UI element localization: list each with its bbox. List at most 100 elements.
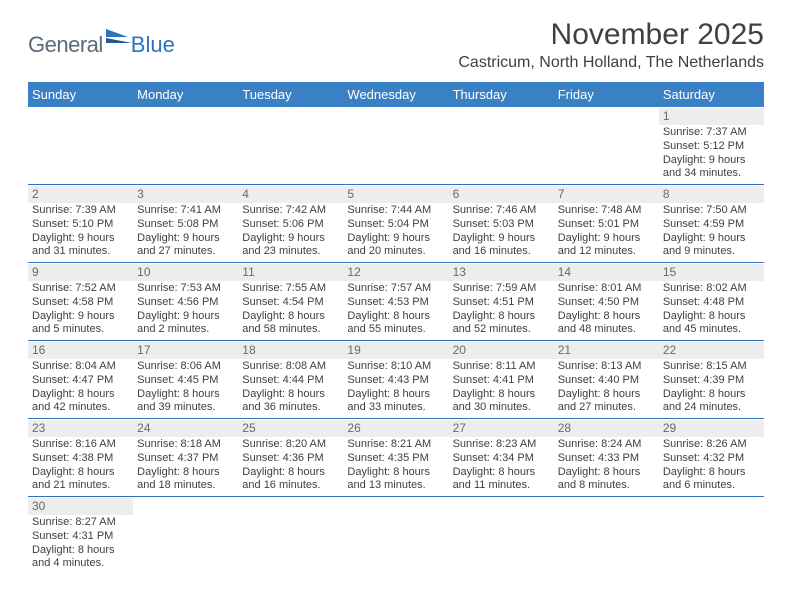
day-number: 25 bbox=[238, 420, 343, 437]
daylight-text: and 12 minutes. bbox=[558, 245, 655, 259]
daylight-text: and 55 minutes. bbox=[347, 323, 444, 337]
daylight-text: and 52 minutes. bbox=[453, 323, 550, 337]
day-cell: 28Sunrise: 8:24 AMSunset: 4:33 PMDayligh… bbox=[554, 419, 659, 496]
sunset-text: Sunset: 5:03 PM bbox=[453, 218, 550, 232]
day-cell bbox=[28, 107, 133, 184]
day-cell bbox=[449, 497, 554, 574]
day-cell bbox=[343, 107, 448, 184]
daylight-text: and 4 minutes. bbox=[32, 557, 129, 571]
week-row: 16Sunrise: 8:04 AMSunset: 4:47 PMDayligh… bbox=[28, 341, 764, 419]
day-cell: 8Sunrise: 7:50 AMSunset: 4:59 PMDaylight… bbox=[659, 185, 764, 262]
week-row: 30Sunrise: 8:27 AMSunset: 4:31 PMDayligh… bbox=[28, 497, 764, 574]
daylight-text: and 24 minutes. bbox=[663, 401, 760, 415]
daylight-text: and 18 minutes. bbox=[137, 479, 234, 493]
sunset-text: Sunset: 4:35 PM bbox=[347, 452, 444, 466]
day-cell: 10Sunrise: 7:53 AMSunset: 4:56 PMDayligh… bbox=[133, 263, 238, 340]
daylight-text: Daylight: 8 hours bbox=[347, 388, 444, 402]
daylight-text: Daylight: 8 hours bbox=[453, 466, 550, 480]
day-cell: 14Sunrise: 8:01 AMSunset: 4:50 PMDayligh… bbox=[554, 263, 659, 340]
daylight-text: and 30 minutes. bbox=[453, 401, 550, 415]
sunrise-text: Sunrise: 7:52 AM bbox=[32, 282, 129, 296]
day-cell: 21Sunrise: 8:13 AMSunset: 4:40 PMDayligh… bbox=[554, 341, 659, 418]
day-number: 29 bbox=[659, 420, 764, 437]
weekday-label: Sunday bbox=[28, 82, 133, 107]
daylight-text: Daylight: 9 hours bbox=[663, 232, 760, 246]
day-number: 11 bbox=[238, 264, 343, 281]
sunrise-text: Sunrise: 7:57 AM bbox=[347, 282, 444, 296]
sunset-text: Sunset: 4:39 PM bbox=[663, 374, 760, 388]
daylight-text: Daylight: 8 hours bbox=[242, 388, 339, 402]
day-cell: 25Sunrise: 8:20 AMSunset: 4:36 PMDayligh… bbox=[238, 419, 343, 496]
sunrise-text: Sunrise: 7:53 AM bbox=[137, 282, 234, 296]
day-cell bbox=[133, 497, 238, 574]
day-number: 30 bbox=[28, 498, 133, 515]
weeks-container: 1Sunrise: 7:37 AMSunset: 5:12 PMDaylight… bbox=[28, 107, 764, 574]
sunset-text: Sunset: 5:12 PM bbox=[663, 140, 760, 154]
calendar: Sunday Monday Tuesday Wednesday Thursday… bbox=[28, 82, 764, 574]
sunrise-text: Sunrise: 8:02 AM bbox=[663, 282, 760, 296]
week-row: 9Sunrise: 7:52 AMSunset: 4:58 PMDaylight… bbox=[28, 263, 764, 341]
sunrise-text: Sunrise: 8:15 AM bbox=[663, 360, 760, 374]
title-block: November 2025 Castricum, North Holland, … bbox=[458, 18, 764, 72]
daylight-text: and 16 minutes. bbox=[453, 245, 550, 259]
day-number: 26 bbox=[343, 420, 448, 437]
sunset-text: Sunset: 4:58 PM bbox=[32, 296, 129, 310]
sunrise-text: Sunrise: 7:50 AM bbox=[663, 204, 760, 218]
sunset-text: Sunset: 5:01 PM bbox=[558, 218, 655, 232]
daylight-text: Daylight: 8 hours bbox=[32, 544, 129, 558]
daylight-text: Daylight: 8 hours bbox=[347, 310, 444, 324]
daylight-text: Daylight: 9 hours bbox=[137, 232, 234, 246]
day-number: 17 bbox=[133, 342, 238, 359]
day-cell: 16Sunrise: 8:04 AMSunset: 4:47 PMDayligh… bbox=[28, 341, 133, 418]
daylight-text: Daylight: 8 hours bbox=[347, 466, 444, 480]
daylight-text: and 58 minutes. bbox=[242, 323, 339, 337]
daylight-text: Daylight: 9 hours bbox=[558, 232, 655, 246]
day-cell: 20Sunrise: 8:11 AMSunset: 4:41 PMDayligh… bbox=[449, 341, 554, 418]
day-cell: 29Sunrise: 8:26 AMSunset: 4:32 PMDayligh… bbox=[659, 419, 764, 496]
daylight-text: Daylight: 8 hours bbox=[242, 310, 339, 324]
sunset-text: Sunset: 4:54 PM bbox=[242, 296, 339, 310]
day-number: 19 bbox=[343, 342, 448, 359]
daylight-text: and 36 minutes. bbox=[242, 401, 339, 415]
day-cell: 15Sunrise: 8:02 AMSunset: 4:48 PMDayligh… bbox=[659, 263, 764, 340]
day-cell bbox=[659, 497, 764, 574]
day-number: 3 bbox=[133, 186, 238, 203]
day-number: 23 bbox=[28, 420, 133, 437]
day-number: 8 bbox=[659, 186, 764, 203]
week-row: 23Sunrise: 8:16 AMSunset: 4:38 PMDayligh… bbox=[28, 419, 764, 497]
daylight-text: and 23 minutes. bbox=[242, 245, 339, 259]
day-cell: 9Sunrise: 7:52 AMSunset: 4:58 PMDaylight… bbox=[28, 263, 133, 340]
sunrise-text: Sunrise: 8:13 AM bbox=[558, 360, 655, 374]
week-row: 2Sunrise: 7:39 AMSunset: 5:10 PMDaylight… bbox=[28, 185, 764, 263]
sunset-text: Sunset: 4:53 PM bbox=[347, 296, 444, 310]
day-cell bbox=[238, 497, 343, 574]
daylight-text: Daylight: 8 hours bbox=[663, 388, 760, 402]
daylight-text: Daylight: 9 hours bbox=[453, 232, 550, 246]
sunrise-text: Sunrise: 8:08 AM bbox=[242, 360, 339, 374]
sunrise-text: Sunrise: 8:23 AM bbox=[453, 438, 550, 452]
week-row: 1Sunrise: 7:37 AMSunset: 5:12 PMDaylight… bbox=[28, 107, 764, 185]
daylight-text: Daylight: 8 hours bbox=[32, 388, 129, 402]
day-number: 6 bbox=[449, 186, 554, 203]
sunrise-text: Sunrise: 7:42 AM bbox=[242, 204, 339, 218]
daylight-text: and 39 minutes. bbox=[137, 401, 234, 415]
day-cell: 26Sunrise: 8:21 AMSunset: 4:35 PMDayligh… bbox=[343, 419, 448, 496]
sunset-text: Sunset: 4:43 PM bbox=[347, 374, 444, 388]
calendar-page: General Blue November 2025 Castricum, No… bbox=[0, 0, 792, 574]
sunrise-text: Sunrise: 8:01 AM bbox=[558, 282, 655, 296]
day-number: 13 bbox=[449, 264, 554, 281]
day-cell: 2Sunrise: 7:39 AMSunset: 5:10 PMDaylight… bbox=[28, 185, 133, 262]
daylight-text: and 27 minutes. bbox=[137, 245, 234, 259]
weekday-label: Saturday bbox=[659, 82, 764, 107]
sunrise-text: Sunrise: 7:41 AM bbox=[137, 204, 234, 218]
sunset-text: Sunset: 4:56 PM bbox=[137, 296, 234, 310]
daylight-text: and 21 minutes. bbox=[32, 479, 129, 493]
day-number: 28 bbox=[554, 420, 659, 437]
daylight-text: and 27 minutes. bbox=[558, 401, 655, 415]
daylight-text: Daylight: 9 hours bbox=[242, 232, 339, 246]
weekday-header: Sunday Monday Tuesday Wednesday Thursday… bbox=[28, 82, 764, 107]
day-cell: 11Sunrise: 7:55 AMSunset: 4:54 PMDayligh… bbox=[238, 263, 343, 340]
day-cell: 5Sunrise: 7:44 AMSunset: 5:04 PMDaylight… bbox=[343, 185, 448, 262]
sunset-text: Sunset: 4:38 PM bbox=[32, 452, 129, 466]
daylight-text: and 8 minutes. bbox=[558, 479, 655, 493]
